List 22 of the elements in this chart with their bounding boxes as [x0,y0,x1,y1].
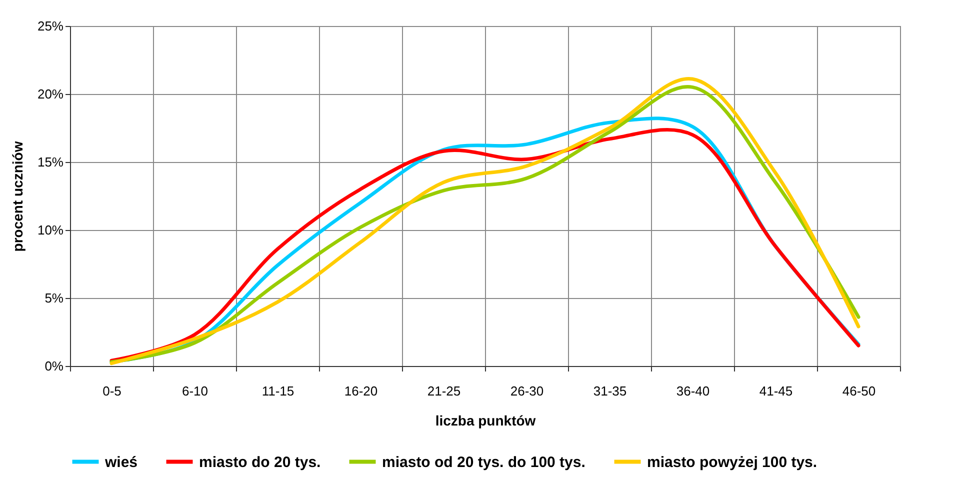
legend-label: wieś [104,454,138,471]
x-axis-title: liczba punktów [435,412,536,428]
x-tick-label: 46-50 [842,384,876,398]
y-tick-label: 20% [37,86,64,102]
x-tick-label: 11-15 [262,384,294,398]
legend-label: miasto od 20 tys. do 100 tys. [382,454,586,471]
y-tick-label: 10% [37,222,64,238]
legend-label: miasto do 20 tys. [199,454,321,471]
x-tick-label: 6-10 [182,384,208,398]
x-tick-label: 16-20 [344,384,378,398]
x-tick-label: 26-30 [510,384,544,398]
y-axis-title: procent uczniów [9,141,26,252]
x-tick-label: 36-40 [676,384,710,398]
y-tick-label: 15% [37,154,64,170]
x-tick-label: 21-25 [427,384,461,398]
y-tick-label: 5% [44,290,64,306]
x-tick-label: 41-45 [759,384,793,398]
x-tick-label: 0-5 [102,384,122,398]
x-tick-label: 31-35 [593,384,627,398]
legend-label: miasto powyżej 100 tys. [647,454,818,471]
y-tick-label: 25% [37,18,64,34]
y-tick-label: 0% [44,358,64,374]
